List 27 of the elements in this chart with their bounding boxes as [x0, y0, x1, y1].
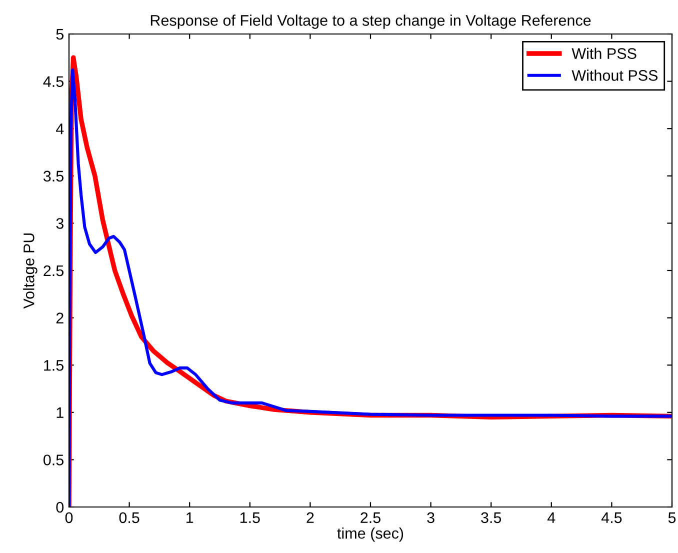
legend-label: Without PSS	[572, 70, 658, 81]
y-tick-label: 4.5	[43, 76, 64, 87]
y-axis-title: Voltage PU	[23, 233, 38, 309]
y-tick-label: 3	[56, 218, 64, 229]
x-tick-label: 2.5	[360, 512, 380, 524]
y-tick-label: 2	[56, 312, 64, 324]
legend-label: With PSS	[572, 48, 636, 59]
x-tick-label: 0.5	[119, 512, 140, 524]
y-tick-label: 0.5	[44, 454, 64, 466]
y-tick-label: 5	[56, 29, 64, 40]
x-tick-label: 2	[306, 512, 314, 523]
y-tick-label: 0	[56, 502, 64, 513]
y-tick-label: 4	[56, 124, 64, 134]
x-tick-label: 3.5	[481, 512, 502, 524]
x-tick-label: 5	[668, 512, 676, 524]
chart-title: Response of Field Voltage to a step change in Voltage Reference	[150, 14, 591, 29]
y-tick-label: 1	[56, 407, 64, 418]
y-tick-label: 2.5	[44, 265, 64, 276]
x-axis-title: time (sec)	[337, 527, 404, 542]
x-tick-label: 0	[65, 512, 73, 524]
x-tick-label: 4.5	[601, 512, 622, 524]
x-tick-label: 4	[548, 512, 556, 523]
y-tick-label: 3.5	[43, 170, 64, 182]
x-tick-label: 3	[427, 512, 434, 524]
x-tick-label: 1.5	[240, 512, 260, 524]
y-tick-label: 1.5	[44, 360, 64, 371]
x-tick-label: 1	[186, 512, 194, 523]
